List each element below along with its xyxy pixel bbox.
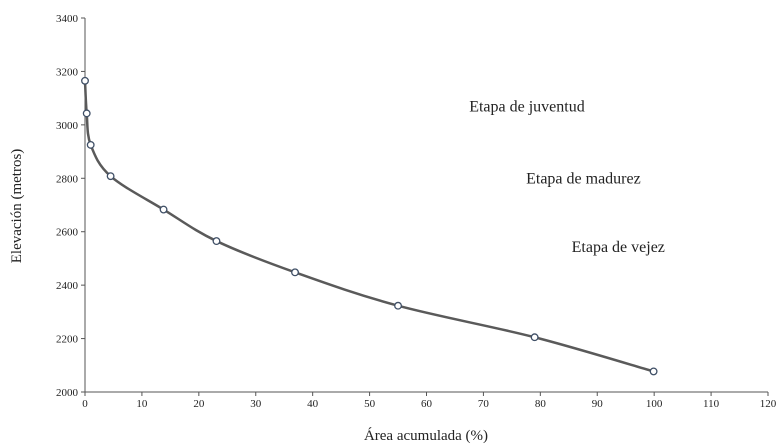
x-tick-label: 0 [82,398,88,410]
y-tick-label: 2000 [56,387,79,399]
stage-annotation: Etapa de madurez [526,171,641,188]
annotation-layer: Etapa de juventud Etapa de madurez Etapa d… [469,99,665,256]
data-point [291,268,299,277]
y-tick-label: 3200 [56,66,79,78]
ticks: 0 10 20 30 40 50 60 70 80 90 100 110 120 2000 2200 2400… [56,13,777,410]
x-tick-label: 60 [421,398,433,410]
y-tick-label: 2600 [56,227,79,239]
x-tick-label: 80 [535,398,547,410]
x-tick-label: 120 [760,398,777,410]
x-tick-label: 50 [364,398,376,410]
y-axis-label: Elevación (metros) [9,149,25,264]
data-point [649,367,658,376]
x-axis-label: Área acumulada (%) [364,427,488,444]
y-tick-label: 2400 [56,280,79,292]
x-tick-label: 40 [307,398,319,410]
x-tick-label: 70 [478,398,490,410]
data-point [394,301,402,310]
y-tick-label: 2800 [56,173,79,185]
series-layer [81,76,658,376]
data-point [81,76,89,85]
data-point [159,205,168,214]
axes [84,18,768,393]
data-point [212,237,221,246]
x-tick-label: 90 [592,398,604,410]
data-point [106,172,115,181]
y-tick-label: 3000 [56,120,79,132]
data-point [82,109,91,118]
y-tick-label: 3400 [56,13,79,25]
y-tick-label: 2200 [56,334,79,346]
x-tick-label: 100 [646,398,663,410]
x-tick-label: 10 [136,398,148,410]
stage-annotation: Etapa de juventud [469,99,585,116]
data-point [530,333,539,342]
x-tick-label: 20 [193,398,205,410]
x-tick-label: 110 [703,398,720,410]
data-point [86,140,95,149]
stage-annotation: Etapa de vejez [572,239,665,256]
x-tick-label: 30 [250,398,262,410]
series-line [83,80,654,373]
